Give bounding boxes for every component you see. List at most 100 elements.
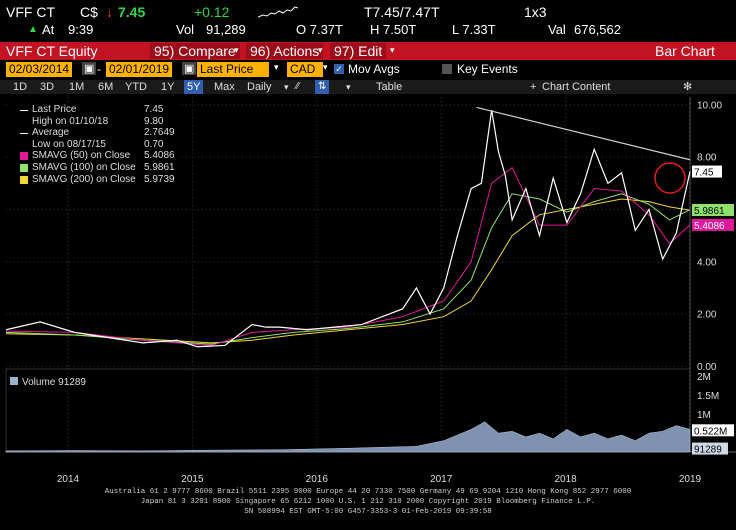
bid-ask: T7.45/7.47T — [364, 4, 440, 20]
key-events-label[interactable]: Key Events — [457, 62, 518, 76]
x-tick-label-2: 2016 — [306, 474, 329, 485]
end-date-input[interactable]: 02/01/2019 — [106, 62, 173, 77]
start-date-input[interactable]: 02/03/2014 — [6, 62, 73, 77]
vol-tick-label-2: 2M — [697, 372, 711, 383]
x-tick-label-3: 2017 — [430, 474, 453, 485]
price-tag-0: 7.45 — [694, 168, 714, 179]
line-style-icon[interactable]: ⁄⁄ — [296, 81, 300, 92]
tab-1d[interactable]: 1D — [13, 81, 28, 93]
volume-tag-1: 91289 — [694, 445, 722, 456]
y-tick-label-5: 10.00 — [697, 100, 722, 111]
last-price: 7.45 — [118, 4, 146, 20]
chevron-down-icon[interactable]: ▾ — [346, 82, 351, 92]
bid-ask-size: 1x3 — [524, 4, 547, 20]
tab-6m[interactable]: 6M — [98, 81, 114, 93]
footer-line-2: Japan 81 3 3201 8900 Singapore 65 6212 1… — [140, 498, 596, 506]
y-tick-label-2: 4.00 — [697, 257, 717, 268]
chart-content-plus-icon[interactable]: + — [530, 81, 537, 93]
vol-tick-label-0: 1M — [697, 410, 711, 421]
calendar-icon[interactable]: ▣ — [182, 62, 197, 75]
legend-average: Average 2.7649 — [10, 127, 182, 139]
price-tag-2: 5.4086 — [694, 221, 725, 232]
volume-legend-text: Volume 91289 — [22, 377, 86, 388]
chevron-down-icon[interactable]: ▾ — [284, 82, 289, 92]
price-chart[interactable]: 0.002.004.006.008.0010.00201420152016201… — [0, 94, 736, 530]
vol-tick-label-1: 1.5M — [697, 391, 719, 402]
volume-tag-1-bg — [692, 442, 728, 455]
period-tabs: 1D 3D 1M 6M YTD 1Y 5Y Max Daily ▾ ⁄⁄ ⇅ ▾… — [0, 80, 736, 94]
down-arrow-icon: ↓ — [106, 4, 113, 20]
compare-dropdown-icon[interactable]: ▾ — [234, 45, 239, 55]
chart-content-button[interactable]: Chart Content — [542, 81, 611, 93]
price-tag-1-bg — [692, 203, 734, 216]
sma200-line — [5, 198, 691, 344]
highlight-circle — [654, 162, 686, 194]
edit-button[interactable]: 97) Edit — [330, 43, 387, 59]
key-events-checkbox[interactable] — [442, 64, 452, 74]
volume-area — [5, 421, 691, 453]
currency-select[interactable]: CAD — [287, 62, 323, 77]
volume-swatch — [10, 377, 18, 385]
legend-high: High on 01/10/18 9.80 — [32, 115, 164, 127]
mov-avgs-label[interactable]: Mov Avgs — [348, 62, 400, 76]
price-tag-1: 5.9861 — [694, 206, 725, 217]
sparkline-icon — [258, 6, 298, 18]
tab-1m[interactable]: 1M — [69, 81, 85, 93]
field-select[interactable]: Last Price — [197, 62, 269, 77]
y-tick-label-0: 0.00 — [697, 362, 717, 373]
ticker: VFF CT — [6, 4, 55, 20]
table-button[interactable]: Table — [376, 81, 403, 93]
actions-dropdown-icon[interactable]: ▾ — [318, 45, 323, 55]
compare-button[interactable]: 95) Compare — [150, 43, 240, 59]
legend-last-price: Last Price 7.45 — [10, 104, 182, 116]
at-label: At — [42, 22, 55, 37]
chevron-down-icon[interactable]: ▾ — [323, 62, 328, 72]
tab-3d[interactable]: 3D — [40, 81, 55, 93]
vol-label: Vol — [176, 22, 195, 37]
legend-sma200: SMAVG (200) on Close 5.9739 — [10, 174, 182, 186]
legend-sma50: SMAVG (50) on Close 5.4086 — [10, 150, 182, 162]
price-line — [5, 109, 691, 348]
quote-details: ▲ At 9:39 Vol 91,289 O 7.37T H 7.50T L 7… — [0, 22, 736, 40]
volume-tag-0: 0.522M — [694, 426, 727, 437]
tab-max[interactable]: Max — [214, 81, 235, 93]
legend-low: Low on 08/17/15 0.70 — [32, 138, 164, 150]
x-tick-label-5: 2019 — [679, 474, 702, 485]
security-field[interactable]: VFF CT Equity — [6, 43, 98, 59]
tab-1y[interactable]: 1Y — [161, 81, 175, 93]
price-tag-2-bg — [692, 218, 734, 231]
edit-dropdown-icon[interactable]: ▾ — [390, 45, 395, 55]
chart-controls: 02/03/2014 ▣ - 02/01/2019 ▣ Last Price ▾… — [0, 61, 736, 79]
val-label: Val — [548, 22, 566, 37]
legend: Last Price 7.45 High on 01/10/18 9.80 Aver… — [10, 104, 182, 186]
high-price: H 7.50T — [370, 22, 417, 37]
low-price: L 7.33T — [452, 22, 496, 37]
y-tick-label-1: 2.00 — [697, 310, 717, 321]
footer-line-1: Australia 61 2 9777 8600 Brazil 5511 239… — [104, 488, 632, 496]
calendar-icon[interactable]: ▣ — [82, 62, 97, 75]
volume-legend: Volume 91289 — [10, 377, 86, 388]
at-time: 9:39 — [68, 22, 94, 37]
currency: C$ — [80, 4, 98, 20]
quote-header: VFF CT C$ ↓ 7.45 +0.12 T7.45/7.47T 1x3 — [0, 4, 736, 22]
chart-type-label: Bar Chart — [655, 43, 715, 59]
chevron-down-icon[interactable]: ▾ — [274, 62, 279, 72]
toolbar: VFF CT Equity 95) Compare ▾ 96) Actions … — [0, 42, 736, 60]
val-value: 676,562 — [574, 22, 621, 37]
price-tag-0-bg — [692, 165, 722, 178]
period-select[interactable]: Daily — [247, 81, 272, 93]
actions-button[interactable]: 96) Actions — [246, 43, 324, 59]
gear-icon[interactable]: ✻ — [683, 81, 693, 93]
legend-sma100: SMAVG (100) on Close 5.9861 — [10, 162, 182, 174]
tab-ytd[interactable]: YTD — [125, 81, 147, 93]
tab-5y[interactable]: 5Y — [184, 80, 204, 94]
date-separator: - — [97, 62, 101, 76]
up-triangle-icon: ▲ — [28, 24, 38, 35]
mov-avgs-checkbox[interactable]: ✓ — [334, 64, 344, 74]
compare-icon[interactable]: ⇅ — [315, 80, 330, 94]
y-tick-label-4: 8.00 — [697, 153, 717, 164]
trendline — [476, 106, 691, 161]
vol-value: 91,289 — [206, 22, 246, 37]
price-change: +0.12 — [194, 4, 230, 20]
x-tick-label-4: 2018 — [554, 474, 577, 485]
